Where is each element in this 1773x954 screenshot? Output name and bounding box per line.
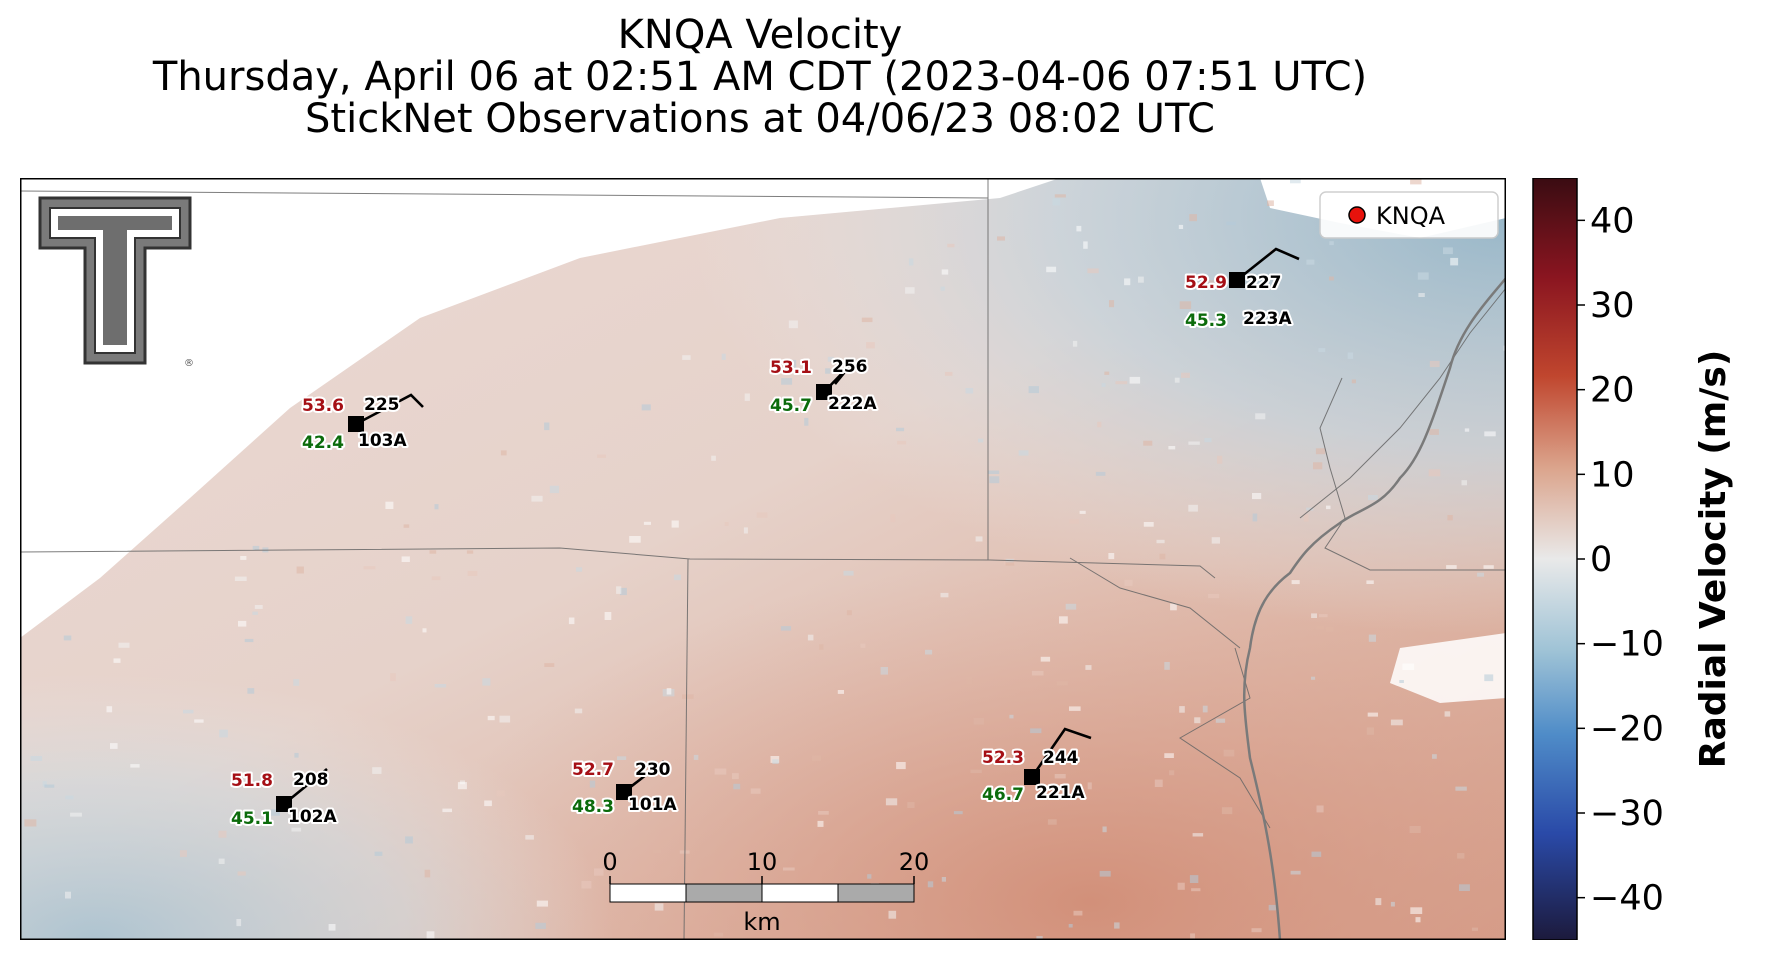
- station-101A: 52.7 230 48.3 101A: [570, 758, 679, 819]
- scale-unit: km: [743, 908, 780, 936]
- colorbar-tick-label: 30: [1590, 286, 1635, 326]
- station-marker: [616, 784, 632, 800]
- wind-barb: [355, 393, 424, 426]
- colorbar-tick-label: 0: [1590, 540, 1612, 580]
- texas-tech-logo: ®: [38, 196, 194, 369]
- wind-direction-label: 227: [1246, 273, 1282, 293]
- colorbar-tick-label: 20: [1590, 371, 1635, 411]
- colorbar-ticks: 40 30 20 10 0 −10 −20 −30 −40: [1577, 201, 1664, 919]
- colorbar-tick-label: −20: [1590, 709, 1664, 749]
- temperature-label: 52.7: [572, 760, 614, 780]
- station-marker: [816, 384, 832, 400]
- title-radar: KNQA Velocity: [617, 12, 903, 58]
- dewpoint-label: 45.1: [231, 809, 273, 829]
- station-221A: 52.3 244 46.7 221A: [980, 727, 1092, 807]
- station-102A: 51.8 208 45.1 102A: [229, 767, 339, 831]
- scale-tick-10: 10: [747, 848, 778, 876]
- temperature-label: 52.9: [1185, 273, 1227, 293]
- title-sticknet: StickNet Observations at 04/06/23 08:02 …: [305, 96, 1215, 142]
- dewpoint-label: 48.3: [572, 797, 614, 817]
- no-data-region: [20, 178, 1060, 638]
- wind-direction-label: 225: [364, 395, 400, 415]
- wind-barb: [823, 361, 855, 393]
- station-marker: [1024, 769, 1040, 785]
- station-223A: 52.9 227 45.3 223A: [1183, 247, 1300, 333]
- dewpoint-label: 45.7: [770, 396, 812, 416]
- svg-text:®: ®: [184, 358, 194, 369]
- station-id-label: 222A: [828, 394, 877, 414]
- figure-title: KNQA Velocity Thursday, April 06 at 02:5…: [0, 14, 1520, 140]
- wind-barb: [1030, 727, 1092, 778]
- temperature-label: 51.8: [231, 771, 273, 791]
- colorbar-tick-label: 10: [1590, 455, 1635, 495]
- station-id-label: 103A: [358, 431, 407, 451]
- temperature-label: 53.1: [770, 358, 812, 378]
- map-frame: [20, 178, 1506, 940]
- station-marker: [348, 416, 364, 432]
- station-222A: 53.1 256 45.7 222A: [768, 355, 879, 418]
- no-data-patch-e: [1390, 633, 1506, 703]
- dewpoint-label: 46.7: [982, 785, 1024, 805]
- wind-barb: [1236, 247, 1300, 282]
- legend-label: KNQA: [1376, 202, 1446, 230]
- wind-direction-label: 244: [1043, 748, 1079, 768]
- station-plots: 53.6 225 42.4 103A 53.1 256 45.7 222A 52…: [229, 247, 1300, 831]
- colorbar-gradient: [1532, 178, 1578, 940]
- colorbar-label: Radial Velocity (m/s): [1693, 350, 1734, 769]
- station-id-label: 221A: [1036, 783, 1085, 803]
- station-id-label: 102A: [288, 807, 337, 827]
- wind-direction-label: 208: [293, 770, 329, 790]
- state-boundary: [1243, 277, 1506, 940]
- colorbar-tick-label: −40: [1590, 879, 1664, 919]
- dewpoint-label: 42.4: [302, 433, 344, 453]
- colorbar-tick-label: 40: [1590, 201, 1635, 241]
- station-marker: [276, 796, 292, 812]
- station-marker: [1229, 272, 1245, 288]
- wind-direction-label: 256: [832, 357, 868, 377]
- temperature-label: 53.6: [302, 396, 344, 416]
- wind-direction-label: 230: [635, 760, 671, 780]
- legend: KNQA: [1319, 191, 1499, 239]
- title-datetime: Thursday, April 06 at 02:51 AM CDT (2023…: [152, 54, 1368, 100]
- scale-tick-0: 0: [602, 848, 617, 876]
- radar-map: ® KNQA 53.6 225 42.4 103A 53.1 256 45.7 …: [20, 178, 1506, 940]
- colorbar-tick-label: −30: [1590, 794, 1664, 834]
- knqa-marker: [1348, 206, 1366, 224]
- temperature-label: 52.3: [982, 748, 1024, 768]
- colorbar: 40 30 20 10 0 −10 −20 −30 −40 Radial Velocity (m…: [1532, 178, 1734, 940]
- station-id-label: 101A: [628, 795, 677, 815]
- colorbar-tick-label: −10: [1590, 625, 1664, 665]
- dewpoint-label: 45.3: [1185, 311, 1227, 331]
- station-103A: 53.6 225 42.4 103A: [300, 393, 424, 455]
- station-id-label: 223A: [1243, 309, 1292, 329]
- scale-tick-20: 20: [899, 848, 930, 876]
- scale-bar: 0 10 20 km: [602, 848, 929, 936]
